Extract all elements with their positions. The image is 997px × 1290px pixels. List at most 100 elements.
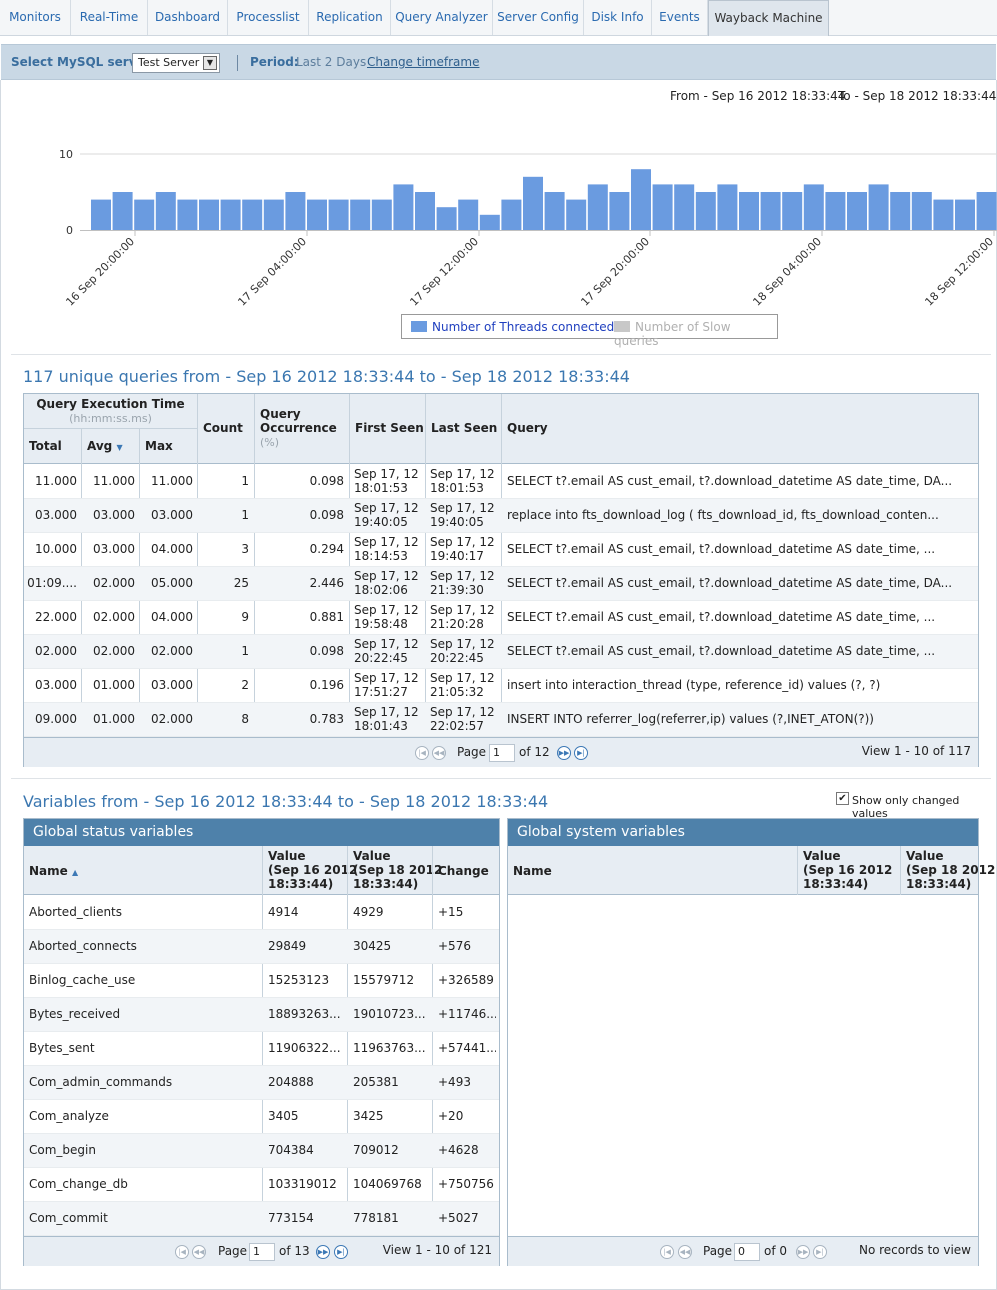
grid-line	[432, 846, 433, 1236]
table-row[interactable]: 11.000 11.000 11.000 1 0.098 Sep 17, 12 18:01:…	[24, 465, 978, 499]
tab-real-time[interactable]: Real-Time	[71, 0, 148, 35]
legend-item-slow-queries[interactable]: Number of Slow queries	[614, 320, 777, 348]
last-page-icon[interactable]: ▶|	[574, 746, 588, 760]
col-value-start-line3: 18:33:44)	[803, 877, 869, 891]
col-value-end[interactable]: Value (Sep 18 2012 18:33:44)	[906, 849, 995, 891]
table-row[interactable]: Com_analyze 3405 3425 +20	[24, 1100, 499, 1134]
bar	[112, 192, 133, 230]
table-row[interactable]: 03.000 03.000 03.000 1 0.098 Sep 17, 12 19:40:…	[24, 499, 978, 533]
prev-page-icon[interactable]: ◀◀	[678, 1245, 692, 1259]
cell-value-start: 29849	[268, 939, 307, 953]
cell-value-start: 204888	[268, 1075, 314, 1089]
tab-server-config[interactable]: Server Config	[493, 0, 584, 35]
table-row[interactable]: Aborted_connects 29849 30425 +576	[24, 930, 499, 964]
col-last-seen[interactable]: Last Seen	[431, 421, 498, 435]
prev-page-icon[interactable]: ◀◀	[432, 746, 446, 760]
table-row[interactable]: Bytes_received 18893263... 19010723... +117…	[24, 998, 499, 1032]
col-value-start[interactable]: Value (Sep 16 2012 18:33:44)	[803, 849, 892, 891]
grid-line	[347, 846, 348, 1236]
table-row[interactable]: 03.000 01.000 03.000 2 0.196 Sep 17, 12 17:51:…	[24, 669, 978, 703]
bar	[134, 199, 155, 230]
y-tick-label: 0	[66, 224, 73, 237]
tab-monitors[interactable]: Monitors	[0, 0, 71, 35]
bar	[393, 184, 414, 230]
table-row[interactable]: 09.000 01.000 02.000 8 0.783 Sep 17, 12 18:01:…	[24, 703, 978, 737]
col-value-end[interactable]: Value (Sep 18 2012 18:33:44)	[353, 849, 442, 891]
first-page-icon[interactable]: |◀	[175, 1245, 189, 1259]
dropdown-arrow-icon[interactable]: ▼	[203, 56, 217, 70]
table-row[interactable]: 01:09.... 02.000 05.000 25 2.446 Sep 17, 12 18…	[24, 567, 978, 601]
period-label: Period:	[250, 55, 299, 69]
page-input[interactable]: 0	[734, 1243, 760, 1261]
grid-line	[262, 846, 263, 1236]
table-row[interactable]: Com_change_db 103319012 104069768 +750756	[24, 1168, 499, 1202]
cell-last-seen-date: Sep 17, 12	[430, 637, 495, 651]
cell-last-seen-time: 19:40:17	[430, 549, 484, 563]
tab-events[interactable]: Events	[652, 0, 708, 35]
bar	[955, 199, 975, 230]
next-page-icon[interactable]: ▶▶	[316, 1245, 330, 1259]
change-timeframe-link[interactable]: Change timeframe	[367, 55, 480, 69]
cell-value-end: 11963763...	[353, 1041, 426, 1055]
col-max[interactable]: Max	[145, 439, 173, 453]
cell-change: +576	[438, 939, 471, 953]
cell-value-start: 103319012	[268, 1177, 337, 1191]
first-page-icon[interactable]: |◀	[415, 746, 429, 760]
last-page-icon[interactable]: ▶|	[334, 1245, 348, 1259]
table-row[interactable]: Com_admin_commands 204888 205381 +493	[24, 1066, 499, 1100]
cell-value-end: 205381	[353, 1075, 399, 1089]
first-page-icon[interactable]: |◀	[660, 1245, 674, 1259]
tab-query-analyzer[interactable]: Query Analyzer	[391, 0, 493, 35]
cell-change: +57441...	[438, 1041, 496, 1055]
col-name[interactable]: Name ▲	[29, 864, 78, 878]
cell-first-seen-date: Sep 17, 12	[354, 671, 419, 685]
bar	[177, 199, 198, 230]
col-occurrence[interactable]: Query Occurrence	[260, 407, 337, 435]
table-row[interactable]: 02.000 02.000 02.000 1 0.098 Sep 17, 12 20:22:…	[24, 635, 978, 669]
next-page-icon[interactable]: ▶▶	[796, 1245, 810, 1259]
tab-wayback-machine[interactable]: Wayback Machine	[708, 0, 829, 36]
last-page-icon[interactable]: ▶|	[813, 1245, 827, 1259]
page-input[interactable]: 1	[249, 1243, 275, 1261]
sort-desc-icon: ▼	[116, 443, 123, 452]
table-row[interactable]: Com_begin 704384 709012 +4628	[24, 1134, 499, 1168]
cell-query: SELECT t?.email AS cust_email, t?.downlo…	[507, 610, 936, 624]
col-avg[interactable]: Avg ▼	[87, 439, 123, 453]
col-change[interactable]: Change	[438, 864, 489, 878]
col-value-start[interactable]: Value (Sep 16 2012 18:33:44)	[268, 849, 357, 891]
table-row[interactable]: 22.000 02.000 04.000 9 0.881 Sep 17, 12 19:58:…	[24, 601, 978, 635]
bar	[933, 199, 954, 230]
tab-dashboard[interactable]: Dashboard	[148, 0, 228, 35]
col-value-start-line2: (Sep 16 2012	[268, 863, 358, 877]
tab-processlist[interactable]: Processlist	[228, 0, 309, 35]
bar	[739, 192, 759, 230]
col-query[interactable]: Query	[507, 421, 548, 435]
legend-swatch-slow-queries	[614, 321, 630, 332]
col-count[interactable]: Count	[203, 421, 243, 435]
cell-last-seen-time: 19:40:05	[430, 515, 484, 529]
table-row[interactable]: Com_commit 773154 778181 +5027	[24, 1202, 499, 1236]
show-changed-checkbox[interactable]: ✔	[836, 792, 849, 805]
cell-name: Com_analyze	[29, 1109, 109, 1123]
server-dropdown[interactable]: Test Server ▼	[132, 53, 220, 73]
table-row[interactable]: Aborted_clients 4914 4929 +15	[24, 896, 499, 930]
col-total[interactable]: Total	[29, 439, 62, 453]
tab-replication[interactable]: Replication	[309, 0, 391, 35]
cell-first-seen-time: 18:01:43	[354, 719, 408, 733]
col-name[interactable]: Name	[513, 864, 552, 878]
cell-name: Com_begin	[29, 1143, 96, 1157]
col-first-seen[interactable]: First Seen	[355, 421, 424, 435]
cell-occurrence: 0.098	[309, 644, 344, 658]
cell-last-seen-date: Sep 17, 12	[430, 501, 495, 515]
bar	[609, 192, 630, 230]
legend-item-threads[interactable]: Number of Threads connected	[411, 320, 614, 334]
next-page-icon[interactable]: ▶▶	[557, 746, 571, 760]
bar	[371, 199, 392, 230]
tab-disk-info[interactable]: Disk Info	[584, 0, 652, 35]
page-input[interactable]: 1	[489, 744, 515, 762]
table-row[interactable]: 10.000 03.000 04.000 3 0.294 Sep 17, 12 18:14:…	[24, 533, 978, 567]
table-row[interactable]: Binlog_cache_use 15253123 15579712 +326589	[24, 964, 499, 998]
table-row[interactable]: Bytes_sent 11906322... 11963763... +57441..…	[24, 1032, 499, 1066]
prev-page-icon[interactable]: ◀◀	[192, 1245, 206, 1259]
global-system-title: Global system variables	[508, 819, 978, 846]
